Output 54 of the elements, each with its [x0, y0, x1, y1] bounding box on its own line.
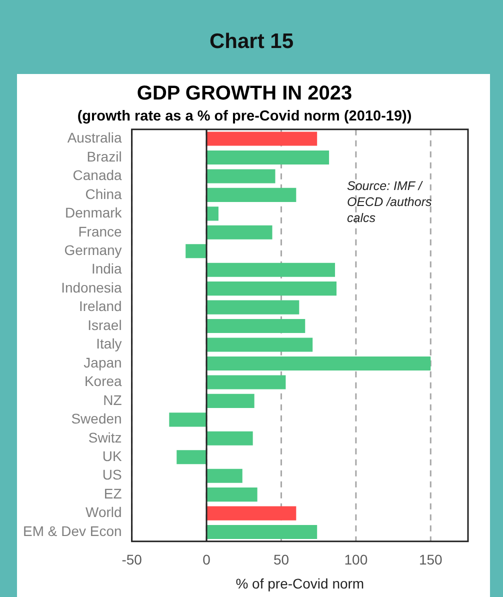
bar: [206, 282, 337, 296]
bar: [176, 450, 207, 464]
y-tick-label: NZ: [103, 392, 122, 408]
y-tick-label: Brazil: [86, 148, 122, 164]
bar: [206, 468, 242, 483]
y-tick-label: US: [102, 466, 122, 483]
bar: [206, 169, 276, 184]
y-tick-label: UK: [102, 448, 122, 464]
y-tick-label: Sweden: [71, 410, 122, 427]
y-tick-label: Canada: [72, 167, 122, 184]
bar: [206, 431, 253, 446]
bar: [206, 319, 306, 334]
y-tick-label: Indonesia: [61, 279, 122, 296]
y-tick-label: Korea: [84, 373, 122, 390]
y-tick-label: India: [91, 260, 122, 277]
y-tick-label: Japan: [84, 354, 122, 370]
bar: [206, 338, 313, 352]
bar: [206, 188, 296, 202]
caption: Chart 15: [208, 30, 295, 54]
y-tick-label: Switz: [88, 429, 122, 446]
x-tick-label: -50: [122, 552, 142, 568]
x-axis-title: % of pre-Covid norm: [236, 575, 364, 592]
y-tick-label: France: [78, 223, 122, 240]
annotation: Source: IMF / OECD /authors calcs: [347, 178, 433, 226]
y-tick-label: Italy: [96, 336, 122, 352]
y-tick-label: EM & Dev Econ: [22, 522, 122, 539]
y-tick-label: World: [86, 504, 122, 520]
bar: [206, 150, 330, 165]
bar: [206, 132, 318, 146]
y-tick-label: Ireland: [79, 298, 122, 314]
bar: [169, 412, 207, 427]
y-tick-label: Israel: [88, 316, 122, 333]
y-tick-label: Germany: [64, 242, 122, 258]
bar: [206, 488, 258, 502]
y-tick-label: EZ: [104, 485, 122, 502]
bar: [206, 525, 318, 540]
bar: [206, 262, 336, 277]
bar: [206, 206, 218, 221]
bar: [206, 356, 431, 371]
x-tick-label: 150: [418, 552, 443, 568]
y-tick-label: China: [85, 186, 122, 202]
x-tick-label: 0: [202, 552, 211, 568]
bar: [186, 244, 207, 258]
y-tick-label: Australia: [67, 130, 122, 146]
bar: [206, 300, 300, 314]
bar: [206, 394, 254, 408]
y-tick-label: Denmark: [65, 204, 123, 221]
bar: [206, 375, 286, 390]
x-tick-label: 100: [344, 552, 368, 568]
chart-subtitle: (growth rate as a % of pre-Covid norm (2010-19)): [77, 108, 412, 125]
bar: [206, 225, 272, 240]
x-tick-label: 50: [273, 552, 290, 568]
bar: [206, 506, 296, 520]
chart-title: GDP GROWTH IN 2023: [136, 82, 352, 105]
